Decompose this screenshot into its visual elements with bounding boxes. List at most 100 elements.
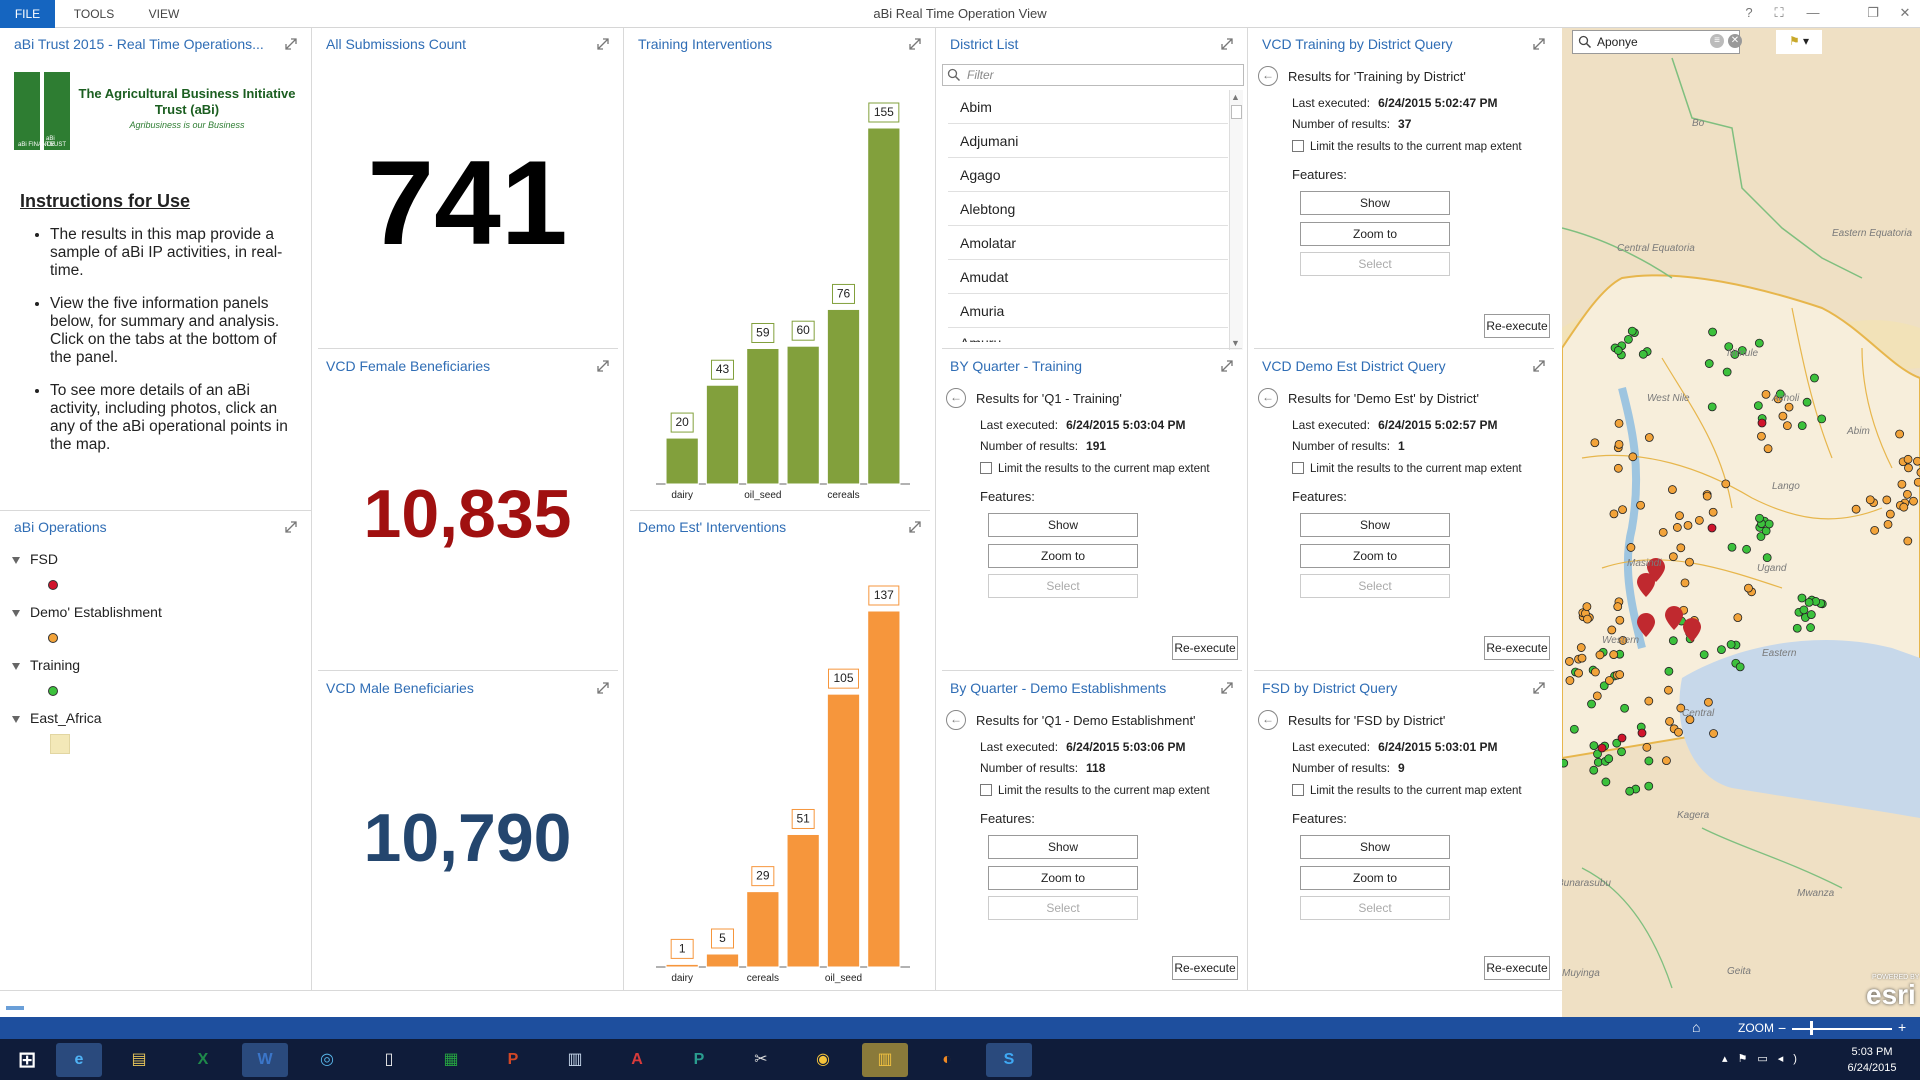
operation-point[interactable] [1724,342,1734,352]
operation-point[interactable] [1672,523,1682,532]
operation-point[interactable] [1617,747,1626,757]
district-list-item[interactable]: Amuru [948,328,1228,342]
operation-point[interactable] [1754,338,1764,348]
windows-start-icon[interactable]: ⊞ [17,1047,37,1072]
operation-point[interactable] [1709,729,1718,738]
expand-icon[interactable] [907,36,923,52]
operation-point[interactable] [1624,334,1633,344]
menu-view[interactable]: VIEW [148,7,180,21]
operation-point[interactable] [1763,444,1773,454]
menu-file[interactable]: FILE [0,0,55,28]
expand-icon[interactable] [1219,680,1235,696]
operation-point[interactable] [1618,505,1627,515]
show-button[interactable]: Show [988,835,1138,859]
re-execute-button[interactable]: Re-execute [1484,956,1550,980]
expand-icon[interactable] [595,680,611,696]
operation-point[interactable] [1797,593,1807,603]
district-list-item[interactable]: Adjumani [948,124,1228,158]
restore-icon[interactable]: ❐ [1867,5,1879,20]
bar[interactable] [746,347,780,485]
operation-point[interactable] [1628,452,1638,462]
operation-point[interactable] [1775,389,1785,399]
limit-extent-checkbox[interactable]: Limit the results to the current map ext… [1292,140,1522,153]
select-button[interactable]: Select [988,574,1138,598]
operation-point[interactable] [1704,359,1714,368]
internet-explorer-icon[interactable]: e [56,1043,102,1077]
operation-point[interactable] [1590,438,1600,448]
bar[interactable] [705,384,740,485]
operation-point[interactable] [1613,346,1623,355]
operation-point[interactable] [1721,479,1731,489]
operation-point[interactable] [1676,543,1686,553]
operation-point[interactable] [1615,670,1625,679]
legend-layer-fsd[interactable]: FSD [12,551,58,567]
back-arrow-icon[interactable]: ← [946,710,966,730]
operation-point[interactable] [1913,456,1920,466]
legend-layer-demo[interactable]: Demo' Establishment [12,604,162,620]
operation-point[interactable] [1613,602,1623,612]
operation-point[interactable] [1782,421,1792,431]
fsd-point[interactable] [1757,418,1767,428]
minimize-icon[interactable]: — [1806,5,1820,20]
operation-point[interactable] [1582,602,1592,612]
document-icon[interactable]: ▯ [384,1051,394,1068]
operation-point[interactable] [1675,511,1684,520]
operation-point[interactable] [1865,495,1875,505]
operation-point[interactable] [1885,509,1895,519]
operation-point[interactable] [1726,640,1736,649]
operation-point[interactable] [1576,643,1586,652]
operation-point[interactable] [1614,419,1624,428]
project-icon[interactable]: ▦ [443,1051,459,1068]
district-list-item[interactable]: Amuria [948,294,1228,328]
operation-point[interactable] [1618,636,1628,645]
operation-point[interactable] [1668,485,1677,494]
operation-point[interactable] [1904,463,1913,473]
operation-point[interactable] [1685,557,1694,567]
operation-point[interactable] [1810,373,1819,383]
limit-extent-checkbox[interactable]: Limit the results to the current map ext… [980,784,1210,797]
operation-point[interactable] [1913,477,1920,487]
operation-point[interactable] [1784,402,1794,412]
operation-point[interactable] [1613,463,1623,473]
operation-point[interactable] [1708,507,1718,517]
select-button[interactable]: Select [988,896,1138,920]
operation-point[interactable] [1577,653,1587,663]
operation-point[interactable] [1644,756,1654,766]
re-execute-button[interactable]: Re-execute [1172,636,1238,660]
operation-point[interactable] [1897,479,1907,489]
expand-icon[interactable] [595,36,611,52]
operation-point[interactable] [1744,583,1753,593]
operation-point[interactable] [1702,491,1712,501]
expand-icon[interactable] [1219,358,1235,374]
operation-point[interactable] [1565,676,1575,685]
menu-tools[interactable]: TOOLS [73,7,115,21]
bar[interactable] [746,891,780,968]
operation-point[interactable] [1802,397,1812,407]
file-explorer-icon[interactable]: ▤ [131,1051,147,1068]
operation-point[interactable] [1899,502,1909,512]
operation-point[interactable] [1609,650,1619,659]
select-button[interactable]: Select [1300,896,1450,920]
calculator-icon[interactable]: ▥ [567,1051,583,1068]
fsd-point[interactable] [1637,728,1647,738]
acrobat-icon[interactable]: A [631,1051,643,1068]
operation-point[interactable] [1851,504,1861,514]
limit-extent-checkbox[interactable]: Limit the results to the current map ext… [1292,784,1522,797]
operation-point[interactable] [1882,495,1892,505]
operation-point[interactable] [1704,697,1713,707]
map-view[interactable]: Bo Central Equatoria Eastern Equatoria Nimu… [1562,28,1920,1017]
word-icon[interactable]: W [242,1043,288,1077]
bar[interactable] [826,308,861,485]
operation-point[interactable] [1642,742,1652,752]
operation-point[interactable] [1870,525,1880,535]
operation-point[interactable] [1644,433,1654,442]
operation-point[interactable] [1797,421,1807,431]
operation-point[interactable] [1627,326,1637,336]
bar[interactable] [665,963,699,968]
operation-point[interactable] [1817,414,1827,424]
collapse-icon[interactable] [12,662,20,670]
operation-point[interactable] [1574,668,1583,678]
publisher-icon[interactable]: P [693,1051,705,1068]
operation-point[interactable] [1589,765,1599,775]
operation-point[interactable] [1614,439,1624,449]
